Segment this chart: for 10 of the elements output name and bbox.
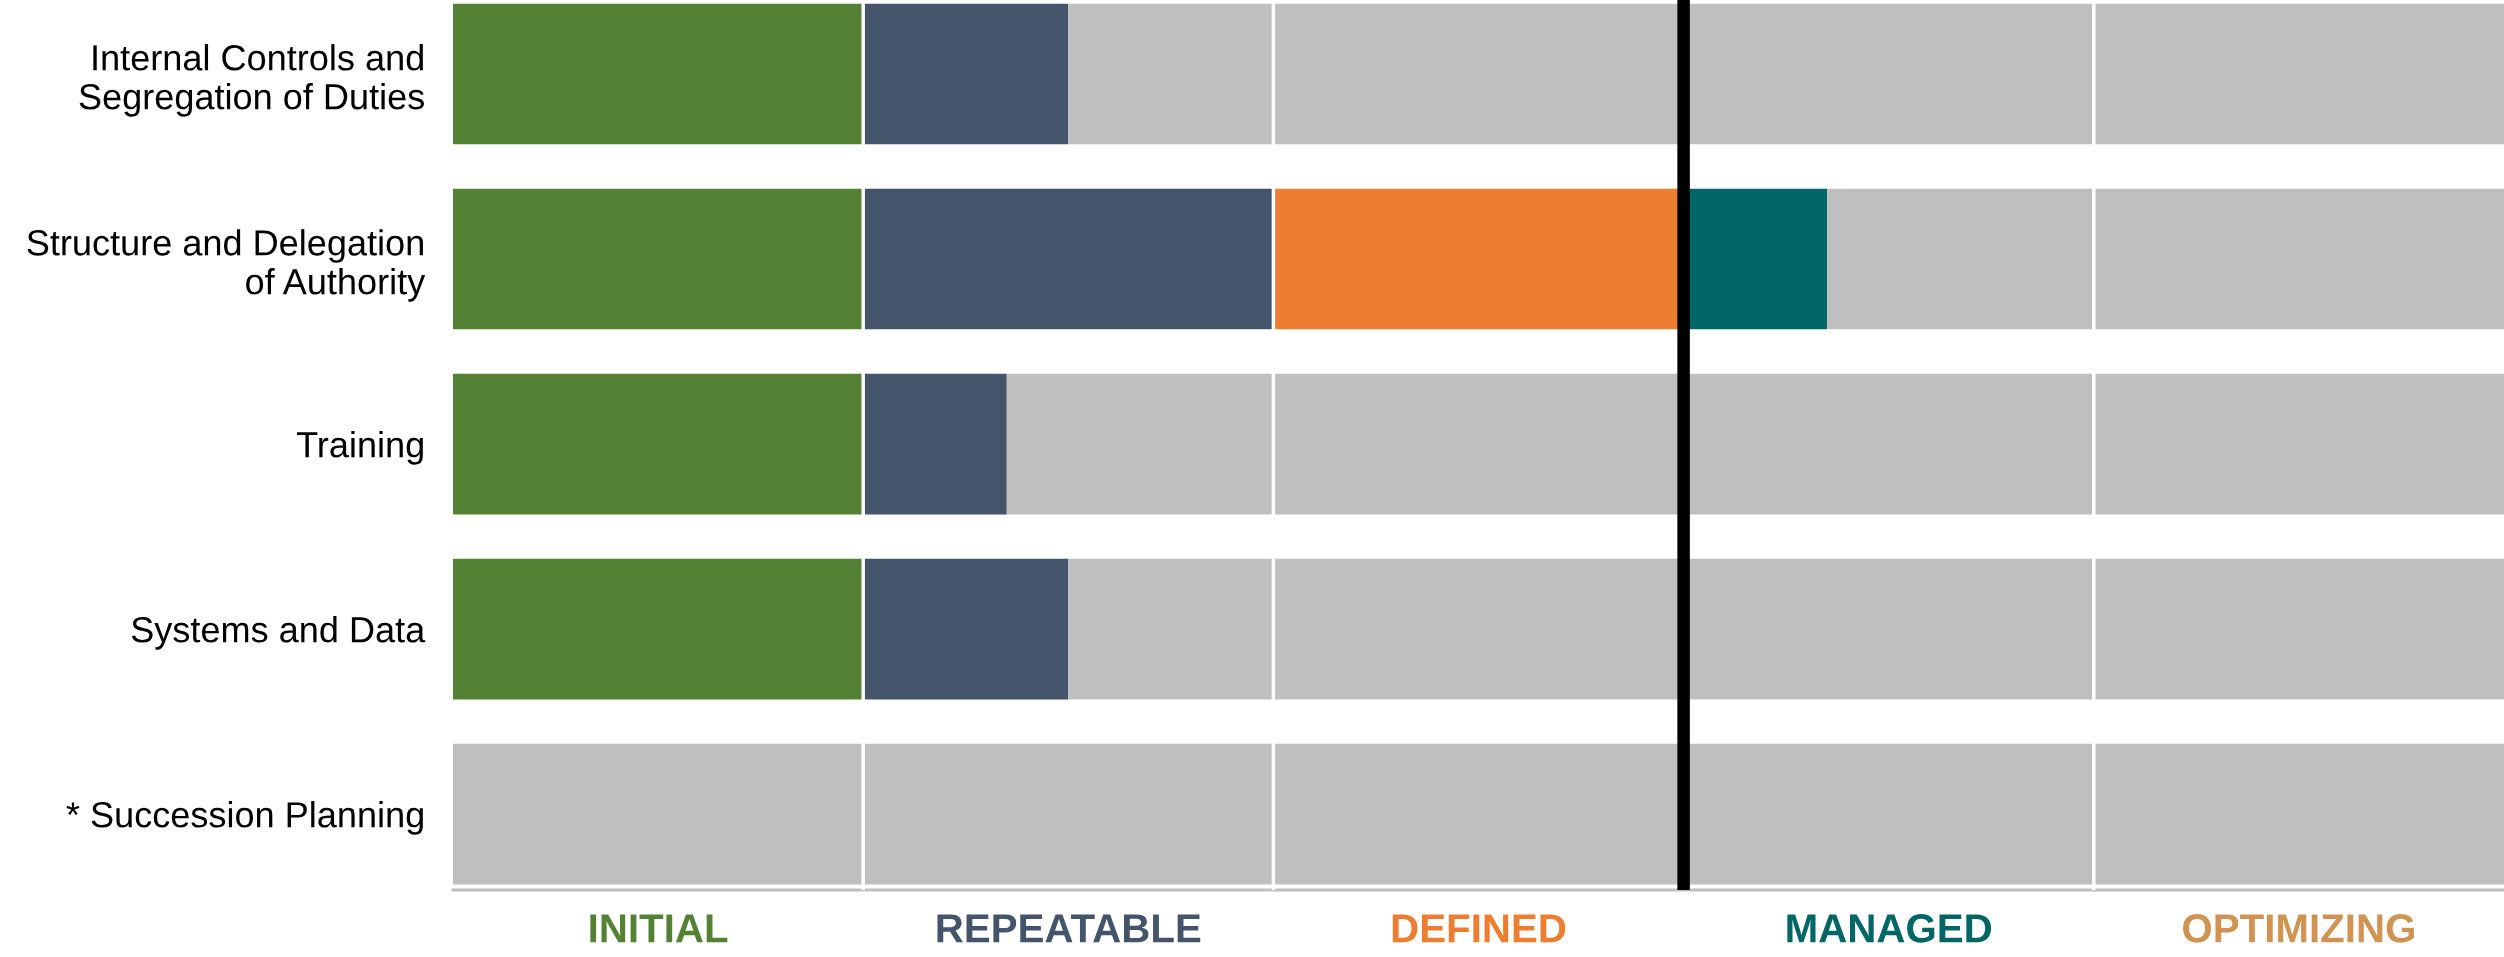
text: INITIAL <box>590 914 728 943</box>
y-tick-label: Structure and Delegation of Authority <box>27 229 426 302</box>
y-tick-label: Internal Controls and Segregation of Duties <box>79 44 424 117</box>
text: DEFINED <box>1392 914 1566 943</box>
y-tick-label: Training <box>296 430 423 465</box>
y-tick-label: Systems and Data <box>131 616 426 650</box>
y-tick-label: * Succession Planning <box>66 801 423 835</box>
text: REPEATABLE <box>937 914 1201 943</box>
text: MANAGED <box>1787 914 1992 943</box>
legend-label: OPTIMIZING <box>2183 914 2414 943</box>
